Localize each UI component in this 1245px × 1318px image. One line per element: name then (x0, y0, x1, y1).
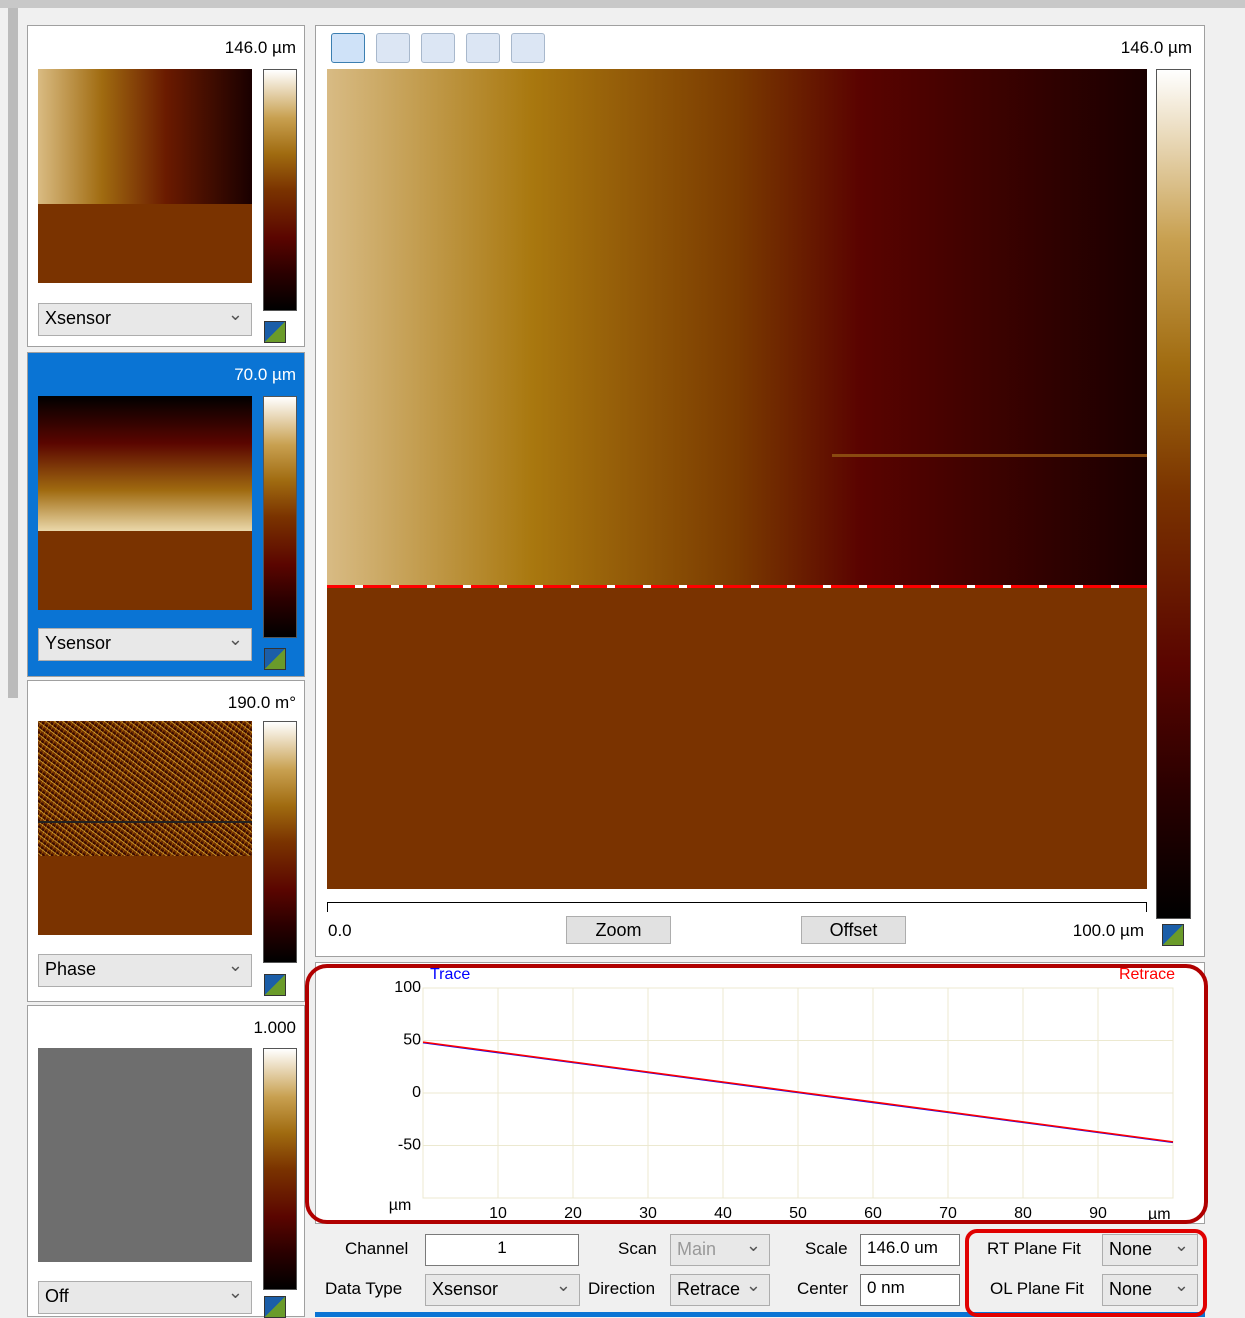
scan-dropdown[interactable]: Main (670, 1234, 770, 1266)
scan-label: Scan (618, 1239, 657, 1259)
channel-input[interactable]: 1 (425, 1234, 579, 1266)
datatype-dropdown[interactable]: Xsensor (425, 1274, 580, 1306)
center-input[interactable]: 0 nm (860, 1274, 960, 1306)
highlight-box (965, 1229, 1207, 1317)
center-label: Center (797, 1279, 848, 1299)
datatype-label: Data Type (325, 1279, 402, 1299)
scale-label: Scale (805, 1239, 848, 1259)
direction-label: Direction (588, 1279, 655, 1299)
app-window: {"panels":[ {"scale":"146.0 µm","channel… (0, 0, 1245, 1317)
channel-label: Channel (345, 1239, 408, 1259)
direction-dropdown[interactable]: Retrace (670, 1274, 770, 1306)
highlight-box (305, 964, 1208, 1224)
scale-input[interactable]: 146.0 um (860, 1234, 960, 1266)
